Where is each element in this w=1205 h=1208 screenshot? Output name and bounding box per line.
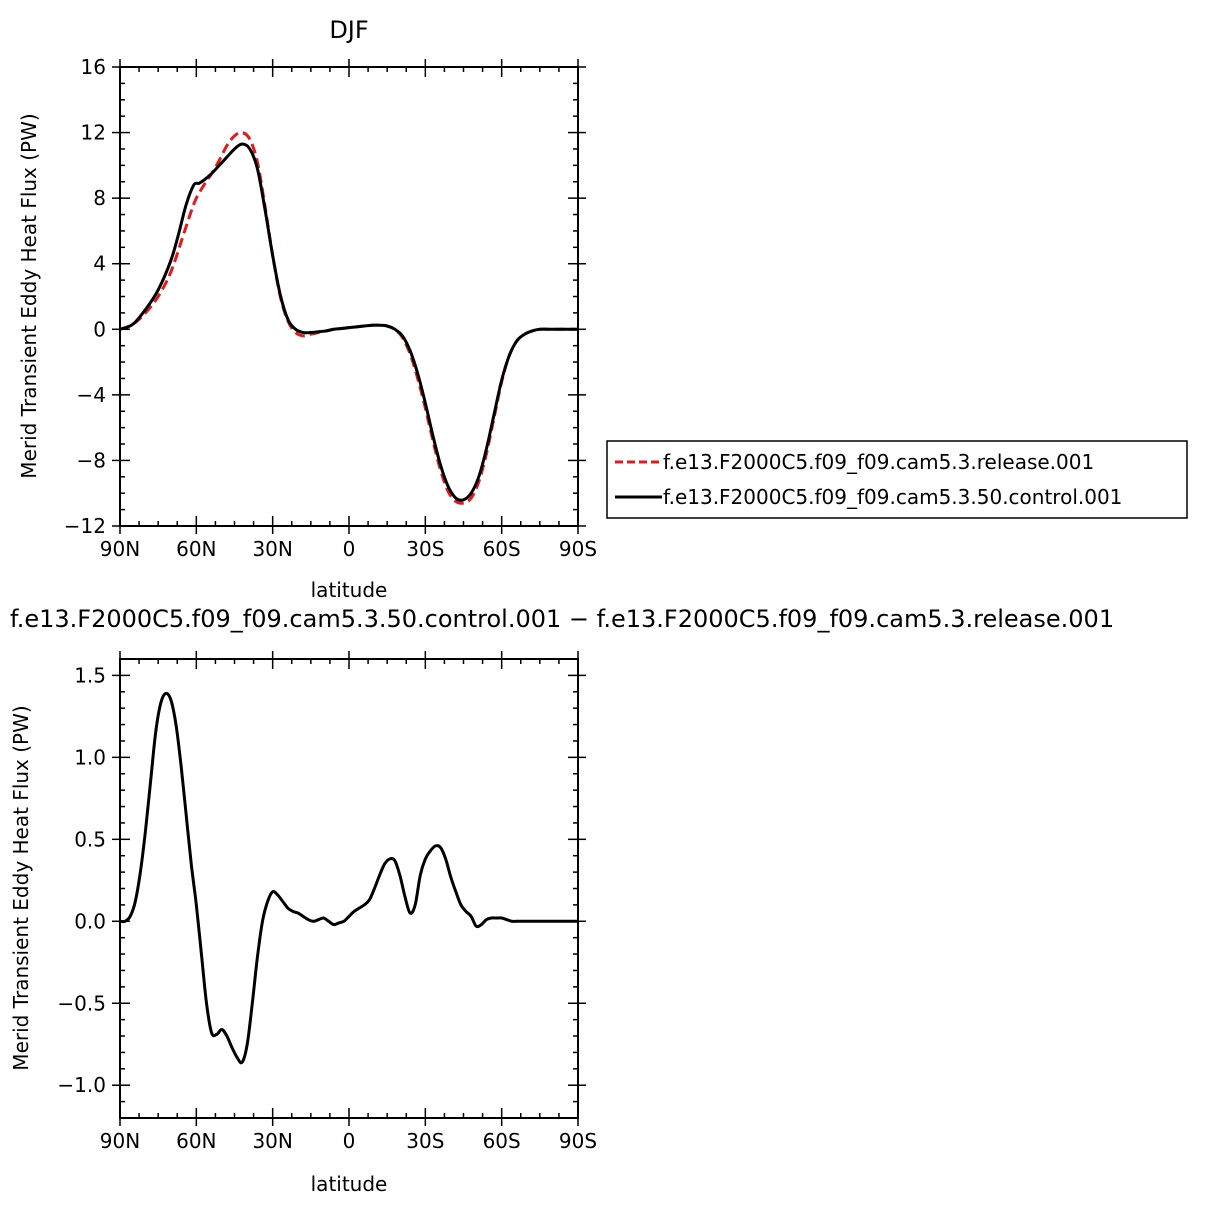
- top-panel-x-axis-label: latitude: [311, 578, 388, 602]
- bottom-panel-y-tick-label: 1.0: [74, 745, 106, 769]
- top-panel-frame: [119, 66, 579, 527]
- top-panel-y-tick-label: −4: [77, 383, 106, 407]
- top-panel-x-tick-label: 90N: [100, 537, 140, 561]
- top-panel-legend: f.e13.F2000C5.f09_f09.cam5.3.release.001…: [606, 440, 1188, 519]
- bottom-panel-y-tick-label: −0.5: [57, 991, 106, 1015]
- top-panel-y-tick-label: −12: [64, 514, 106, 538]
- top-panel-plot-area: [119, 130, 578, 505]
- top-panel-y-axis-label: Merid Transient Eddy Heat Flux (PW): [17, 113, 41, 478]
- bottom-panel-x-tick-label: 90S: [559, 1129, 597, 1153]
- top-panel-y-tick-label: 8: [93, 186, 106, 210]
- bottom-panel-title: f.e13.F2000C5.f09_f09.cam5.3.50.control.…: [10, 605, 1114, 633]
- legend-entry-0: f.e13.F2000C5.f09_f09.cam5.3.release.001: [663, 450, 1094, 474]
- top-panel-y-tick-label: 16: [81, 55, 106, 79]
- bottom-panel-y-tick-label: −1.0: [57, 1073, 106, 1097]
- bottom-panel-frame: [119, 658, 579, 1119]
- bottom-panel-x-tick-label: 0: [343, 1129, 356, 1153]
- top-panel-x-tick-label: 30N: [252, 537, 292, 561]
- bottom-panel-y-axis-label: Merid Transient Eddy Heat Flux (PW): [9, 705, 33, 1070]
- bottom-panel-plot-area: [119, 691, 578, 1065]
- bottom-panel-x-tick-label: 60N: [176, 1129, 216, 1153]
- bottom-panel-y-tick-label: 0.0: [74, 909, 106, 933]
- top-panel-series-line-1: [119, 142, 578, 502]
- top-panel-y-tick-label: 0: [93, 317, 106, 341]
- bottom-panel-x-tick-label: 60S: [483, 1129, 521, 1153]
- top-panel-x-tick-label: 30S: [406, 537, 444, 561]
- bottom-panel-series-line-0: [119, 691, 578, 1065]
- bottom-panel-y-tick-label: 0.5: [74, 827, 106, 851]
- bottom-panel-ticks: 90N 60N 30N 0 30S 60S 90S 1.5 1.0 0.5 0.0 −0.5 −1.0: [57, 651, 597, 1153]
- top-panel-ticks: 90N 60N 30N 0 30S 60S 90S 16 12 8 4 0 −4 −8 −12: [64, 55, 597, 561]
- top-panel-y-tick-label: 4: [93, 252, 106, 276]
- top-panel-x-tick-label: 60S: [483, 537, 521, 561]
- top-panel-title: DJF: [329, 16, 368, 44]
- top-panel-series-line-0: [119, 130, 578, 505]
- top-panel-y-tick-label: −8: [77, 448, 106, 472]
- bottom-panel-x-tick-label: 90N: [100, 1129, 140, 1153]
- legend-box: [606, 440, 1188, 519]
- top-panel-y-tick-label: 12: [81, 121, 106, 145]
- top-panel-x-tick-label: 60N: [176, 537, 216, 561]
- top-panel-x-tick-label: 0: [343, 537, 356, 561]
- top-panel: DJF 90N 60N 30N 0 30S 60S 90S 16 12 8 4 0 −4 −8 −12 la…: [17, 16, 1188, 602]
- bottom-panel: f.e13.F2000C5.f09_f09.cam5.3.50.control.…: [9, 605, 1114, 1196]
- bottom-panel-y-tick-label: 1.5: [74, 663, 106, 687]
- bottom-panel-x-tick-label: 30N: [252, 1129, 292, 1153]
- top-panel-x-tick-label: 90S: [559, 537, 597, 561]
- bottom-panel-x-tick-label: 30S: [406, 1129, 444, 1153]
- bottom-panel-x-axis-label: latitude: [311, 1172, 388, 1196]
- legend-entry-1: f.e13.F2000C5.f09_f09.cam5.3.50.control.…: [663, 485, 1122, 509]
